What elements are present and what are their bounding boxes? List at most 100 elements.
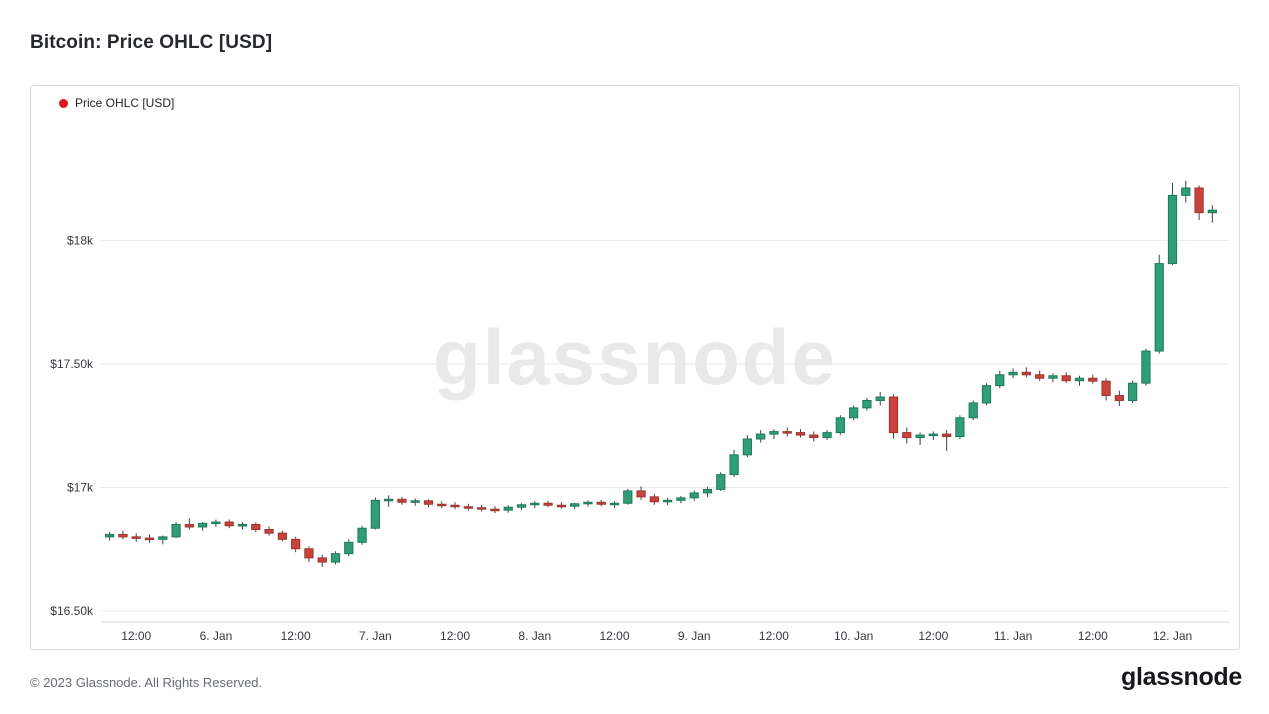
candle-body[interactable] bbox=[968, 402, 978, 419]
candle-body[interactable] bbox=[1207, 209, 1217, 214]
candle-body[interactable] bbox=[463, 506, 473, 509]
candle-body[interactable] bbox=[955, 417, 965, 438]
candle-body[interactable] bbox=[384, 498, 394, 502]
candle-body[interactable] bbox=[490, 508, 500, 512]
candle-body[interactable] bbox=[144, 537, 155, 541]
candle-body[interactable] bbox=[224, 521, 234, 527]
candle-body[interactable] bbox=[304, 548, 314, 559]
candle-body[interactable] bbox=[370, 499, 380, 529]
candle-body[interactable] bbox=[649, 496, 659, 503]
candle-body[interactable] bbox=[317, 557, 327, 563]
candle-body[interactable] bbox=[570, 503, 580, 507]
candle-body[interactable] bbox=[689, 492, 699, 499]
candle-body[interactable] bbox=[437, 503, 447, 507]
candle-body[interactable] bbox=[423, 500, 434, 505]
candle-body[interactable] bbox=[862, 399, 872, 409]
watermark: glassnode bbox=[433, 313, 837, 401]
candle-body[interactable] bbox=[1114, 395, 1124, 401]
candle-body[interactable] bbox=[556, 504, 566, 508]
x-tick-label: 12:00 bbox=[1078, 629, 1108, 643]
candle-body[interactable] bbox=[1141, 350, 1151, 384]
candle-body[interactable] bbox=[835, 417, 845, 434]
candle-body[interactable] bbox=[1008, 371, 1018, 376]
candle-body[interactable] bbox=[875, 396, 885, 401]
candle-body[interactable] bbox=[729, 454, 739, 476]
candle-body[interactable] bbox=[888, 396, 899, 434]
candle-body[interactable] bbox=[795, 432, 806, 436]
candle-body[interactable] bbox=[1167, 194, 1178, 265]
candle-body[interactable] bbox=[131, 536, 141, 539]
candle-body[interactable] bbox=[237, 524, 248, 527]
x-tick-label: 12:00 bbox=[918, 629, 948, 643]
candle-body[interactable] bbox=[543, 502, 553, 506]
candle-body[interactable] bbox=[942, 433, 952, 438]
candle-body[interactable] bbox=[915, 434, 925, 439]
candle-body[interactable] bbox=[211, 521, 221, 525]
candle-body[interactable] bbox=[716, 474, 726, 490]
candle-body[interactable] bbox=[902, 432, 912, 439]
legend-label: Price OHLC [USD] bbox=[75, 96, 175, 110]
candle-body[interactable] bbox=[184, 524, 194, 528]
candle-body[interactable] bbox=[742, 438, 752, 456]
candle-body[interactable] bbox=[676, 497, 686, 501]
candle-body[interactable] bbox=[782, 431, 792, 434]
candle-body[interactable] bbox=[344, 541, 354, 555]
candle-body[interactable] bbox=[1101, 380, 1111, 397]
candle-body[interactable] bbox=[264, 528, 274, 534]
candle-body[interactable] bbox=[1061, 375, 1071, 382]
legend-item[interactable]: Price OHLC [USD] bbox=[59, 96, 174, 110]
candle-body[interactable] bbox=[1088, 377, 1098, 382]
candle-body[interactable] bbox=[1194, 187, 1204, 214]
copyright-text: © 2023 Glassnode. All Rights Reserved. bbox=[30, 675, 263, 690]
x-tick-label: 7. Jan bbox=[359, 629, 392, 643]
candle-body[interactable] bbox=[822, 432, 832, 439]
candle-body[interactable] bbox=[583, 501, 593, 505]
candle-body[interactable] bbox=[609, 502, 620, 506]
x-tick-label: 12. Jan bbox=[1153, 629, 1192, 643]
candle-body[interactable] bbox=[702, 488, 713, 494]
candle-body[interactable] bbox=[636, 490, 646, 498]
candle-body[interactable] bbox=[756, 433, 766, 440]
candle-body[interactable] bbox=[357, 527, 367, 543]
candle-body[interactable] bbox=[995, 374, 1005, 387]
candle-body[interactable] bbox=[171, 524, 181, 538]
candle-body[interactable] bbox=[809, 434, 819, 439]
y-tick-label: $16.50k bbox=[50, 604, 94, 618]
candle-body[interactable] bbox=[1074, 377, 1085, 382]
candle-body[interactable] bbox=[105, 533, 115, 538]
candle-body[interactable] bbox=[849, 407, 859, 419]
candle-body[interactable] bbox=[503, 506, 513, 511]
candle-body[interactable] bbox=[330, 553, 341, 563]
candle-body[interactable] bbox=[291, 538, 301, 550]
candle-body[interactable] bbox=[1154, 263, 1164, 352]
glassnode-logo: glassnode bbox=[1121, 663, 1242, 691]
candle-body[interactable] bbox=[397, 498, 407, 503]
candle-body[interactable] bbox=[1128, 382, 1138, 401]
candle-body[interactable] bbox=[410, 500, 420, 503]
candle-body[interactable] bbox=[663, 499, 673, 503]
candle-body[interactable] bbox=[769, 431, 779, 435]
candle-body[interactable] bbox=[530, 502, 540, 506]
x-tick-label: 9. Jan bbox=[678, 629, 711, 643]
candle-body[interactable] bbox=[277, 532, 287, 540]
candle-body[interactable] bbox=[1021, 371, 1031, 376]
candle-body[interactable] bbox=[1048, 375, 1058, 379]
candle-body[interactable] bbox=[623, 490, 633, 504]
candle-body[interactable] bbox=[198, 522, 208, 528]
candle-body[interactable] bbox=[928, 433, 938, 437]
candle-body[interactable] bbox=[477, 507, 487, 510]
candle-body[interactable] bbox=[981, 385, 992, 404]
x-tick-label: 12:00 bbox=[121, 629, 151, 643]
x-tick-label: 12:00 bbox=[759, 629, 789, 643]
ohlc-chart[interactable]: $18k $17.50k $17k $16.50k 12:00 6. Jan 12:00 7.… bbox=[31, 86, 1239, 649]
candle-body[interactable] bbox=[1035, 374, 1045, 379]
page-title: Bitcoin: Price OHLC [USD] bbox=[30, 32, 273, 53]
candle-body[interactable] bbox=[596, 501, 606, 505]
candle-body[interactable] bbox=[1181, 187, 1191, 196]
candle-body[interactable] bbox=[251, 524, 261, 530]
candle-body[interactable] bbox=[450, 504, 460, 508]
candle-body[interactable] bbox=[158, 536, 168, 540]
candle-body[interactable] bbox=[118, 533, 128, 538]
candle-body[interactable] bbox=[516, 504, 527, 508]
